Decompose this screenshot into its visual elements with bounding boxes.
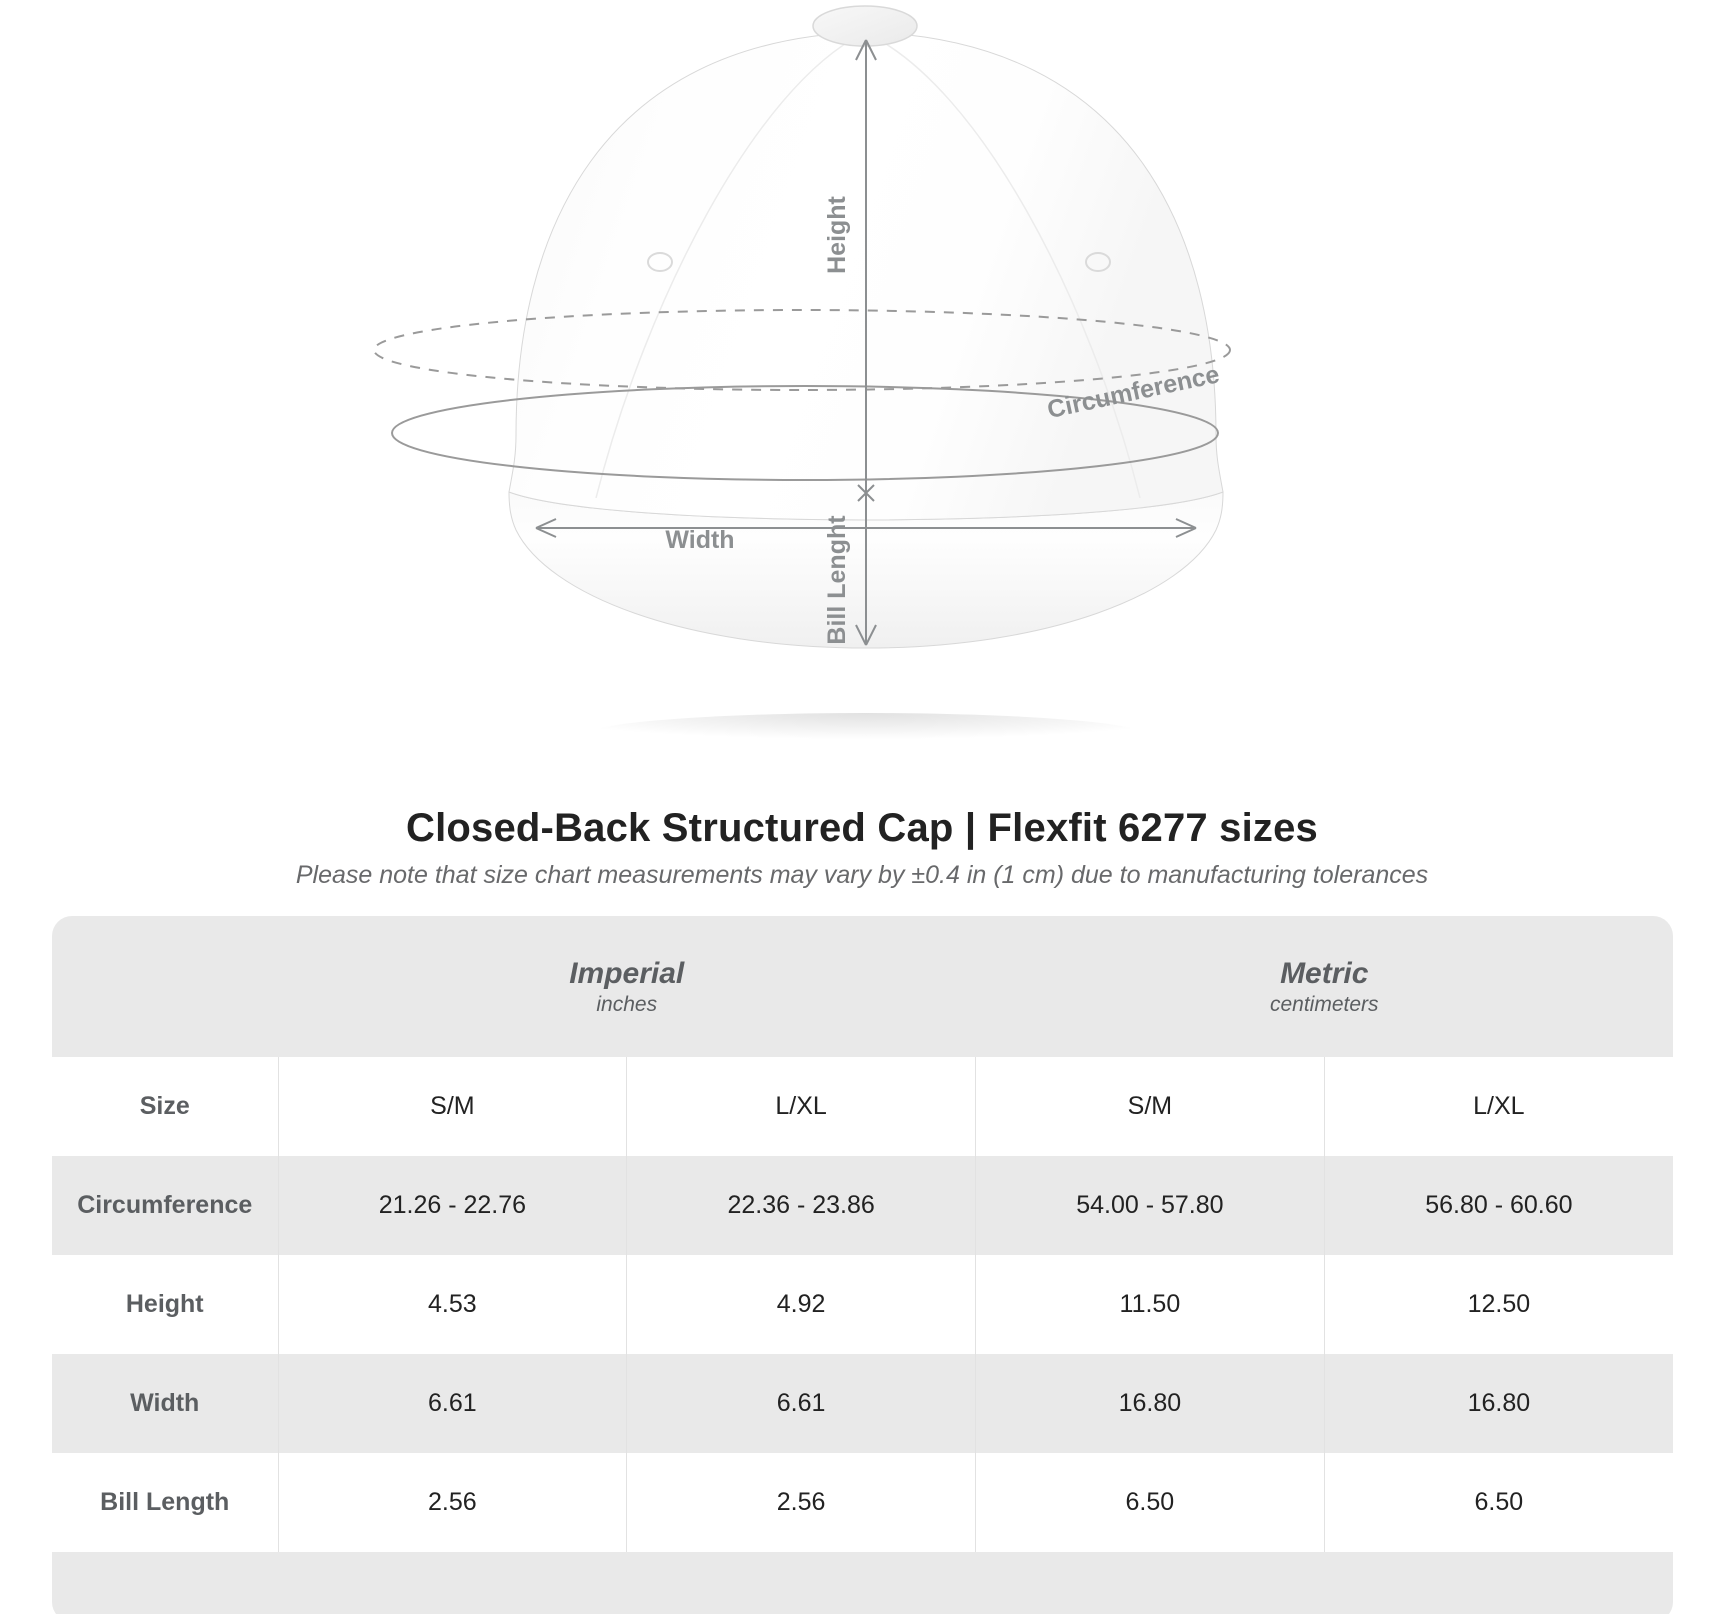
svg-text:Width: Width [665, 526, 734, 554]
svg-text:Bill Lenght: Bill Lenght [823, 515, 851, 645]
svg-text:Height: Height [823, 195, 851, 273]
